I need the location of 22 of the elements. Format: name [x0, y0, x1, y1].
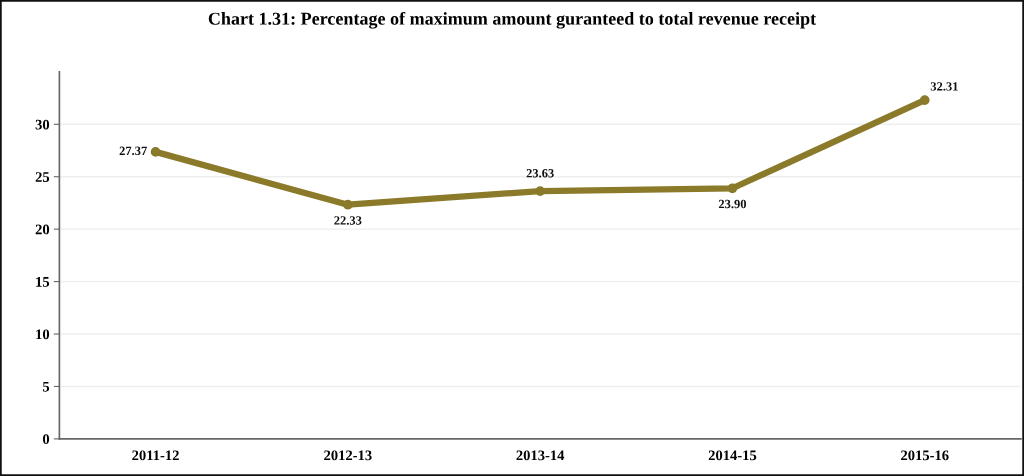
x-tick-label: 2015-16 — [901, 450, 949, 461]
x-tick-label: 2014-15 — [708, 450, 757, 461]
y-tick-label: 20 — [35, 224, 50, 235]
point — [727, 183, 738, 194]
point — [342, 199, 353, 210]
y-tick-label: 10 — [36, 329, 50, 340]
text: 23.90 — [718, 199, 747, 209]
text: 22.33 — [334, 216, 362, 225]
point — [919, 95, 930, 105]
y-tick-label: 25 — [35, 172, 50, 182]
y-tick-label: 30 — [35, 119, 50, 130]
y-tick-label: 15 — [36, 277, 50, 287]
y-tick-label: 5 — [42, 381, 50, 392]
chart-title: Chart 1.31: Percentage of maximum amount guranteed to total revenue receipt — [208, 11, 817, 29]
text: 32.31 — [930, 82, 958, 91]
x-tick-label: 2012-13 — [324, 450, 372, 461]
x-tick-label: 2011-12 — [132, 450, 179, 461]
x-tick-label: 2013-14 — [516, 450, 565, 461]
text: 27.37 — [119, 146, 147, 156]
y-tick-label: 0 — [42, 434, 50, 445]
point — [150, 147, 161, 157]
text: 23.63 — [526, 169, 554, 178]
